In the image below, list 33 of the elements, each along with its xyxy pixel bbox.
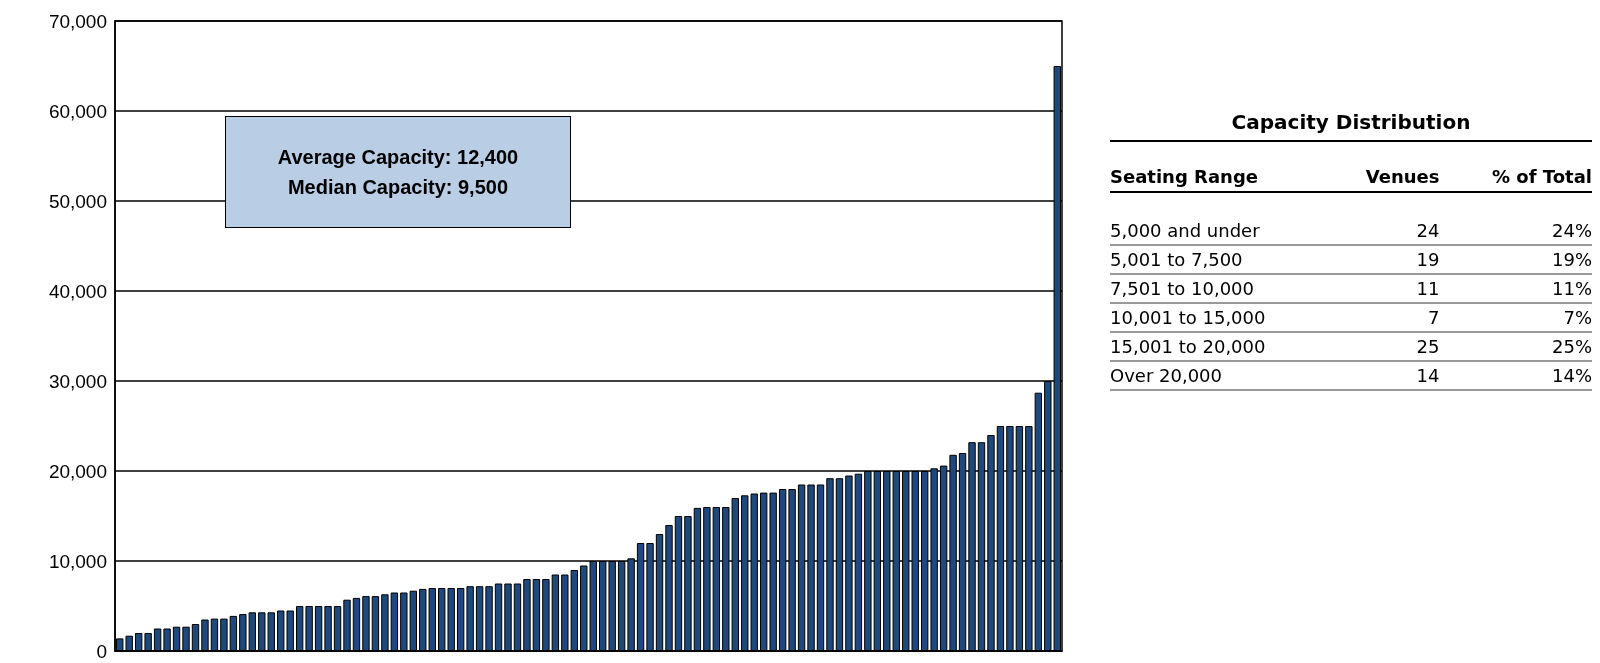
text: Capacity Distribution bbox=[1110, 110, 1592, 142]
y-tick-label: 30,000 bbox=[48, 370, 107, 392]
y-tick-label: 60,000 bbox=[48, 100, 107, 122]
y-tick-label: 70,000 bbox=[48, 10, 107, 32]
text: 10,001 to 15,000 bbox=[1110, 304, 1323, 333]
text: 11% bbox=[1439, 275, 1592, 304]
text: 7,501 to 10,000 bbox=[1110, 275, 1323, 304]
y-tick-label: 20,000 bbox=[48, 460, 107, 482]
annotation: Average Capacity: 12,400 bbox=[277, 145, 519, 170]
text: 5,000 and under bbox=[1110, 217, 1323, 246]
text: Venues bbox=[1322, 162, 1440, 193]
y-tick-label: 0 bbox=[96, 640, 107, 662]
text: 15,001 to 20,000 bbox=[1110, 333, 1323, 362]
text: 24 bbox=[1322, 217, 1440, 246]
text: 14 bbox=[1322, 362, 1440, 391]
text: 19% bbox=[1439, 246, 1592, 275]
text: 25 bbox=[1322, 333, 1440, 362]
text: 5,001 to 7,500 bbox=[1110, 246, 1323, 275]
annotation: Median Capacity: 9,500 bbox=[287, 175, 509, 200]
y-tick-label: 50,000 bbox=[48, 190, 107, 212]
text: 7% bbox=[1439, 304, 1592, 333]
text: % of Total bbox=[1439, 162, 1592, 193]
text-box: Average Capacity: 12,400 Median Capacity: 9,500 bbox=[225, 116, 571, 228]
text: 25% bbox=[1439, 333, 1592, 362]
y-tick-label: 10,000 bbox=[48, 550, 107, 572]
text: 7 bbox=[1322, 304, 1440, 333]
text: Seating Range bbox=[1110, 162, 1323, 193]
text: 11 bbox=[1322, 275, 1440, 304]
text: 24% bbox=[1439, 217, 1592, 246]
text: Over 20,000 bbox=[1110, 362, 1323, 391]
text: 19 bbox=[1322, 246, 1440, 275]
y-tick-label: 40,000 bbox=[48, 280, 107, 302]
text: 14% bbox=[1439, 362, 1592, 391]
